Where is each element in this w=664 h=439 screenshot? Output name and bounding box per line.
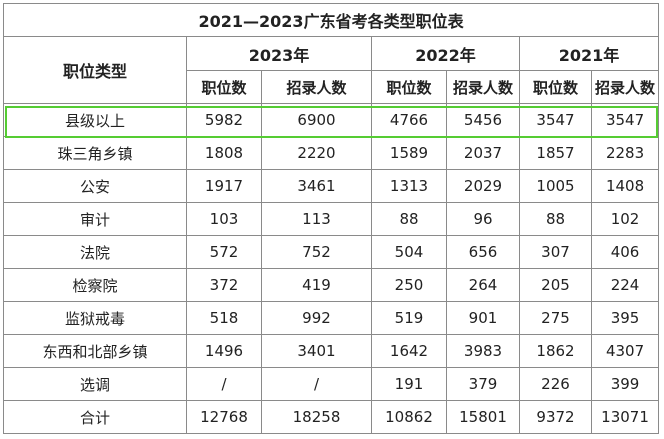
table-cell: 10862 [371,400,447,434]
table-title: 2021—2023广东省考各类型职位表 [2,3,660,37]
table-cell: 1808 [186,136,262,170]
row-category: 选调 [3,367,187,401]
table-cell: 1408 [590,169,660,203]
table-cell: 102 [590,202,660,236]
table-cell: 656 [446,235,520,269]
subheader-recruits: 招录人数 [446,70,520,104]
subheader-positions: 职位数 [186,70,262,104]
table-cell: 1642 [371,334,447,368]
table-cell: 752 [261,235,372,269]
table-cell: 4766 [371,103,447,137]
table-row: 审计 103 113 88 96 88 102 [3,202,660,236]
table-cell: 518 [186,301,262,335]
year-header-2022: 2022年 [371,36,520,71]
table-cell: 88 [371,202,447,236]
row-category: 合计 [3,400,187,434]
table-row: 选调 //191 379 226 399 [3,367,660,401]
table-cell: 226 [519,367,592,401]
table-row: 公安 1917 3461 1313 2029 1005 1408 [3,169,660,203]
table-cell: 992 [261,301,372,335]
table-row: 东西和北部乡镇 1496 3401 1642 3983 1862 4307 [3,334,660,368]
table-row: 珠三角乡镇 1808 2220 1589 2037 1857 2283 [3,136,660,170]
year-header-2021: 2021年 [518,36,660,71]
table-cell: 519 [371,301,447,335]
category-header: 职位类型 [3,36,187,104]
table-cell: 264 [446,268,520,302]
year-header-2023: 2023年 [186,36,372,71]
table-cell: 1005 [519,169,592,203]
table-cell: 1917 [186,169,262,203]
table-cell: 113 [261,202,372,236]
position-table: 2021—2023广东省考各类型职位表 职位类型 2023年 2022年 202… [2,3,660,434]
table-cell: 4307 [590,334,660,368]
table-cell: 399 [590,367,660,401]
table-row: 合计 12768 18258 10862 15801 9372 13071 [3,400,660,434]
table-cell: 504 [371,235,447,269]
subheader-recruits: 招录人数 [261,70,372,104]
row-category: 公安 [3,169,187,203]
table-cell: 6900 [261,103,372,137]
table-cell: 3983 [446,334,520,368]
table-cell: 13071 [590,400,660,434]
table-row: 法院 572 752 504 656 307 406 [3,235,660,269]
table-cell: 1313 [371,169,447,203]
table-cell: 88 [519,202,592,236]
table-cell: 1857 [519,136,592,170]
table-cell: 15801 [446,400,520,434]
subheader-positions: 职位数 [371,70,447,104]
table-cell: 1496 [186,334,262,368]
table-cell: 2037 [446,136,520,170]
table-cell: 103 [186,202,262,236]
table-cell: 901 [446,301,520,335]
table-cell: 96 [446,202,520,236]
table-cell: 372 [186,268,262,302]
table-cell: 406 [590,235,660,269]
table-cell: / [261,367,372,401]
row-category: 县级以上 [3,103,187,137]
table-cell: 5456 [446,103,520,137]
table-cell: 2220 [261,136,372,170]
table-cell: / [186,367,262,401]
table-cell: 3547 [519,103,592,137]
table-cell: 2029 [446,169,520,203]
row-category: 检察院 [3,268,187,302]
table-cell: 307 [519,235,592,269]
position-table-container: 2021—2023广东省考各类型职位表 职位类型 2023年 2022年 202… [2,3,660,434]
table-cell: 3401 [261,334,372,368]
table-cell: 419 [261,268,372,302]
row-category: 审计 [3,202,187,236]
row-category: 东西和北部乡镇 [3,334,187,368]
table-row: 检察院 372 419 250 264 205 224 [3,268,660,302]
row-category: 珠三角乡镇 [3,136,187,170]
table-cell: 12768 [186,400,262,434]
table-cell: 3461 [261,169,372,203]
table-cell: 395 [590,301,660,335]
table-cell: 1589 [371,136,447,170]
table-row: 监狱戒毒 518 992 519 901 275 395 [3,301,660,335]
table-cell: 18258 [261,400,372,434]
table-cell: 572 [186,235,262,269]
table-cell: 224 [590,268,660,302]
table-cell: 3547 [590,103,660,137]
table-cell: 250 [371,268,447,302]
table-body: 县级以上 5982 6900 4766 5456 3547 3547 珠三角乡镇 1808 222… [3,103,660,434]
table-cell: 191 [371,367,447,401]
table-cell: 205 [519,268,592,302]
table-cell: 2283 [590,136,660,170]
table-cell: 5982 [186,103,262,137]
row-category: 法院 [3,235,187,269]
table-cell: 379 [446,367,520,401]
table-cell: 1862 [519,334,592,368]
table-cell: 275 [519,301,592,335]
table-row: 县级以上 5982 6900 4766 5456 3547 3547 [3,103,660,137]
subheader-recruits: 招录人数 [590,70,660,104]
row-category: 监狱戒毒 [3,301,187,335]
table-cell: 9372 [519,400,592,434]
subheader-positions: 职位数 [519,70,592,104]
